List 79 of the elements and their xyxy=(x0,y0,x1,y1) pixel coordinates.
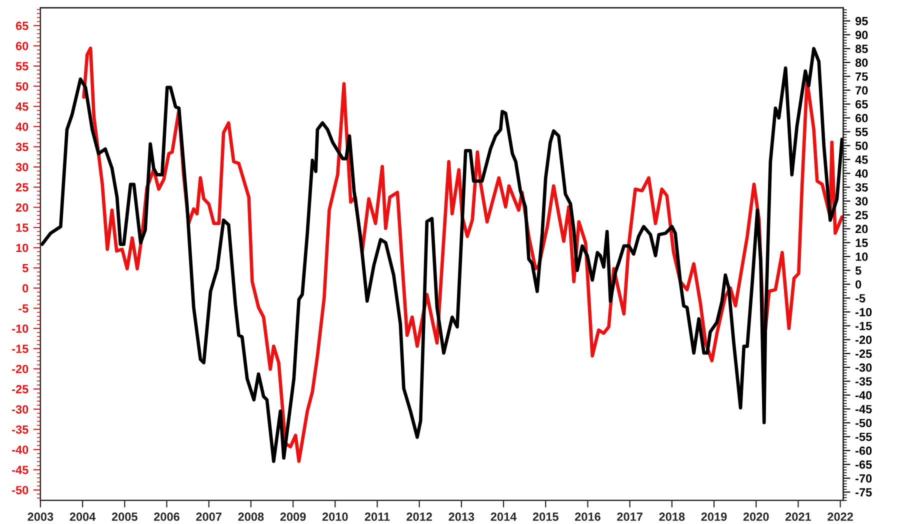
y-tick-label: 20 xyxy=(16,203,28,212)
y-tick-label: -5 xyxy=(18,304,28,313)
y2-tick-label: 90 xyxy=(855,30,868,40)
y-tick-label: -50 xyxy=(12,486,28,494)
y2-tick-label: -25 xyxy=(856,350,872,358)
x-tick-label: 2009 xyxy=(280,512,306,521)
y2-tick-label: -30 xyxy=(856,363,872,372)
y2-tick-label: 70 xyxy=(856,86,868,95)
x-tick-label: 2015 xyxy=(532,512,558,521)
y-tick-label: 15 xyxy=(16,224,28,232)
x-tick-label: 2020 xyxy=(743,512,769,521)
y-tick-label: 5 xyxy=(22,264,28,272)
y2-tick-label: 55 xyxy=(855,128,868,136)
y-tick-label: 40 xyxy=(16,122,28,131)
y2-tick-label: -10 xyxy=(856,308,872,316)
x-tick-label: 2018 xyxy=(659,512,685,521)
x-tick-label: 2010 xyxy=(322,512,348,521)
y2-tick-label: -65 xyxy=(856,460,872,469)
y2-tick-label: 75 xyxy=(856,72,868,81)
y2-tick-label: -20 xyxy=(856,336,872,344)
x-tick-label: 2004 xyxy=(70,512,96,521)
y2-tick-label: 40 xyxy=(855,169,868,178)
y-tick-label: 10 xyxy=(16,244,28,252)
x-tick-label: 2022 xyxy=(828,512,853,521)
y2-tick-label: -50 xyxy=(856,418,872,428)
y-tick-label: -25 xyxy=(12,385,28,394)
y2-tick-label: -55 xyxy=(856,432,872,442)
x-tick-label: 2013 xyxy=(448,512,474,521)
y-tick-label: -15 xyxy=(12,344,28,354)
y-tick-label: -40 xyxy=(12,446,28,454)
y2-tick-label: 15 xyxy=(856,238,868,248)
y-tick-label: -20 xyxy=(12,364,28,374)
y2-tick-label: 95 xyxy=(855,16,868,26)
y2-tick-label: 60 xyxy=(856,114,868,122)
y-tick-label: 0 xyxy=(22,284,28,292)
y-tick-label: -30 xyxy=(12,405,28,414)
y2-tick-label: 80 xyxy=(855,58,868,67)
x-tick-label: 2003 xyxy=(28,512,54,521)
x-tick-label: 2006 xyxy=(154,512,180,521)
y2-tick-label: 20 xyxy=(855,224,868,234)
y2-tick-label: -60 xyxy=(856,446,872,455)
x-tick-label: 2016 xyxy=(575,512,600,521)
y-tick-label: 25 xyxy=(16,183,28,192)
x-tick-label: 2021 xyxy=(785,512,812,521)
y2-tick-label: -35 xyxy=(856,377,872,386)
y2-tick-label: 65 xyxy=(856,100,868,108)
y2-tick-label: 10 xyxy=(856,252,868,261)
x-tick-label: 2011 xyxy=(364,512,390,521)
y-tick-label: 55 xyxy=(16,62,28,70)
y2-tick-label: -5 xyxy=(856,294,866,302)
x-tick-label: 2007 xyxy=(196,512,222,521)
y-tick-label: 45 xyxy=(16,102,28,111)
y-tick-label: -10 xyxy=(12,324,28,333)
y2-tick-label: 85 xyxy=(855,44,868,53)
y-tick-label: -35 xyxy=(12,425,28,434)
y-tick-label: -45 xyxy=(12,466,28,474)
y2-tick-label: -15 xyxy=(856,322,872,330)
y-tick-label: 35 xyxy=(16,142,28,152)
y2-tick-label: 25 xyxy=(855,210,868,220)
y-tick-label: 30 xyxy=(16,162,28,172)
x-tick-label: 2017 xyxy=(617,512,642,521)
x-tick-label: 2008 xyxy=(238,512,264,521)
y-tick-label: 65 xyxy=(16,22,28,30)
y2-tick-label: -45 xyxy=(856,405,872,414)
y2-tick-label: -75 xyxy=(856,488,872,496)
y2-tick-label: -40 xyxy=(856,391,872,400)
y2-tick-label: 0 xyxy=(856,280,862,289)
y2-tick-label: 35 xyxy=(855,183,868,192)
x-tick-label: 2014 xyxy=(490,512,517,521)
y2-tick-label: 50 xyxy=(855,142,868,150)
y2-tick-label: 45 xyxy=(855,156,868,164)
y2-tick-label: -70 xyxy=(856,474,872,483)
x-tick-label: 2005 xyxy=(112,512,138,521)
y2-tick-label: 5 xyxy=(855,266,862,275)
x-tick-label: 2019 xyxy=(701,512,727,521)
y-tick-label: 50 xyxy=(16,82,28,91)
y2-tick-label: 30 xyxy=(855,197,868,206)
y-tick-label: 60 xyxy=(16,42,28,50)
x-tick-label: 2012 xyxy=(406,512,432,521)
